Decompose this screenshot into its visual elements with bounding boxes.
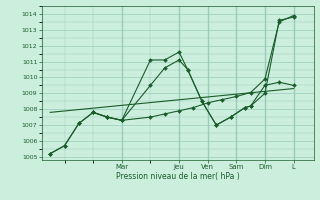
X-axis label: Pression niveau de la mer( hPa ): Pression niveau de la mer( hPa ) bbox=[116, 172, 239, 181]
